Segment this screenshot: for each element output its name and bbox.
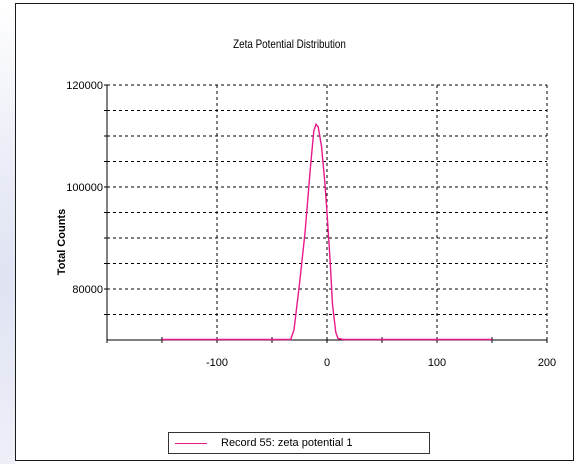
legend-swatch bbox=[175, 443, 207, 444]
legend-label: Record 55: zeta potential 1 bbox=[221, 437, 353, 449]
y-tick-label: 100000 bbox=[66, 182, 103, 194]
background-strip bbox=[0, 0, 15, 464]
x-tick-label: 100 bbox=[428, 357, 446, 369]
y-tick-label: 80000 bbox=[72, 284, 103, 296]
legend: Record 55: zeta potential 1 bbox=[168, 432, 430, 454]
chart-frame bbox=[15, 3, 574, 461]
chart-title: Zeta Potential Distribution bbox=[233, 37, 346, 51]
y-tick-label: 120000 bbox=[66, 80, 103, 92]
x-tick-label: 0 bbox=[324, 357, 330, 369]
series-line bbox=[162, 122, 492, 341]
x-tick-label: -100 bbox=[206, 357, 228, 369]
x-tick-label: 200 bbox=[538, 357, 556, 369]
